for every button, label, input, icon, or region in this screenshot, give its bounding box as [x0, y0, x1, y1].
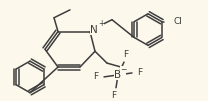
- Text: N: N: [90, 25, 98, 35]
- Text: F: F: [123, 50, 129, 59]
- Text: −: −: [120, 66, 126, 75]
- Text: F: F: [111, 91, 116, 100]
- Text: F: F: [137, 68, 142, 77]
- Text: B: B: [114, 70, 121, 80]
- Text: Cl: Cl: [174, 17, 183, 26]
- Text: +: +: [98, 19, 104, 28]
- Text: F: F: [93, 72, 99, 81]
